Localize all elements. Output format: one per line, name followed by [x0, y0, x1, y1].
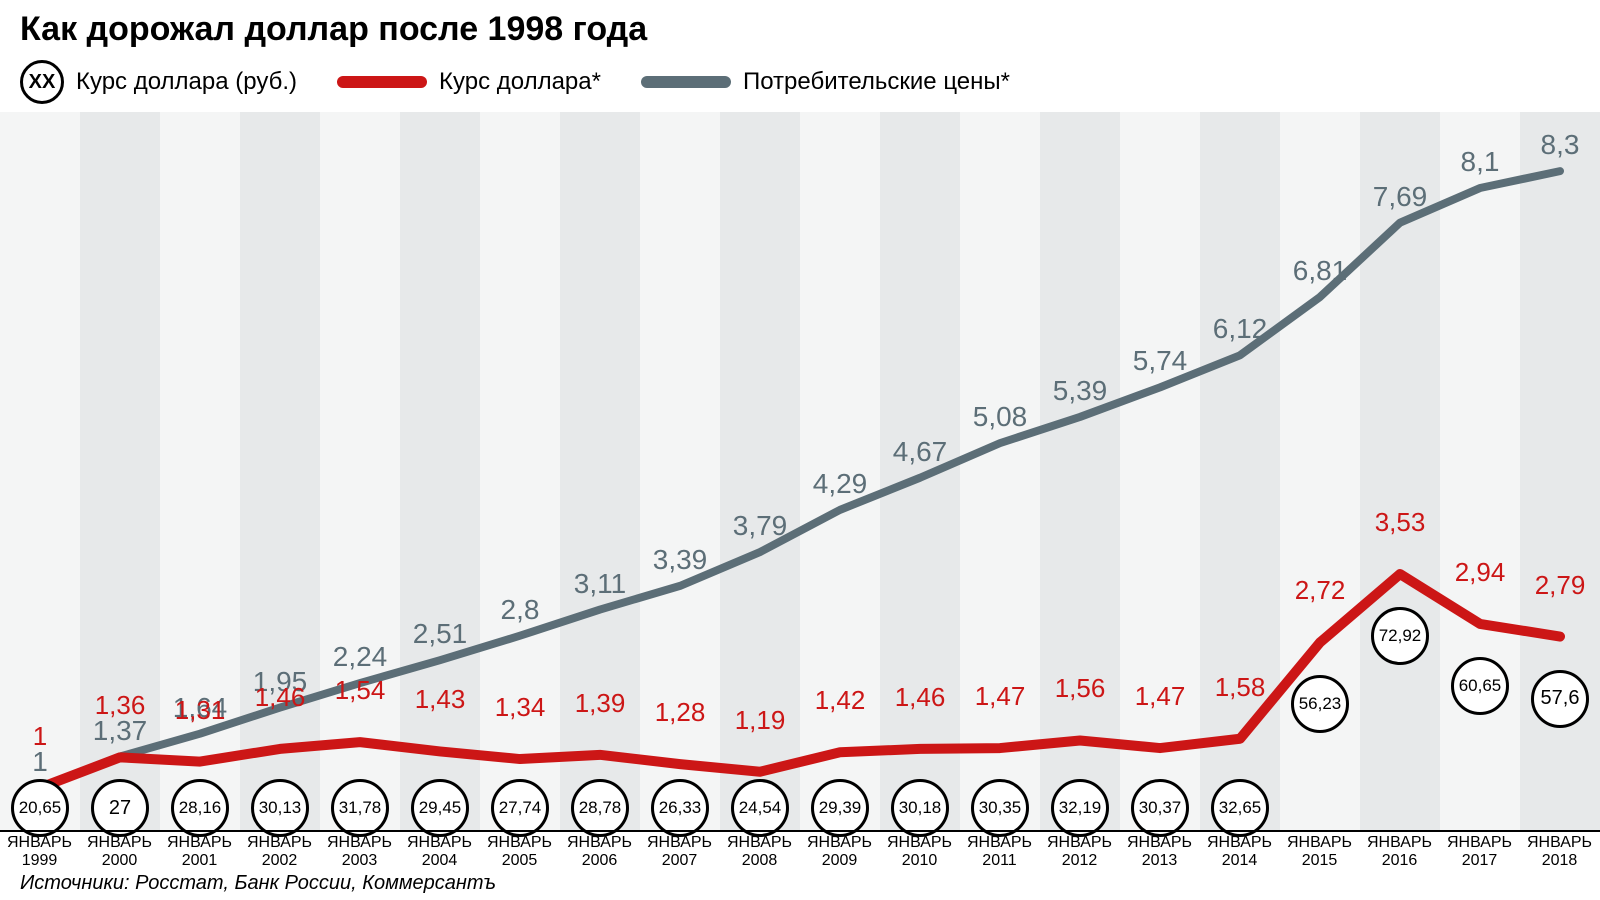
- rate-circle: 20,65: [11, 779, 69, 837]
- cpi-value-label: 3,11: [574, 568, 626, 600]
- x-axis-label: ЯНВАРЬ2004: [400, 832, 480, 872]
- chart-title: Как дорожал доллар после 1998 года: [20, 10, 647, 49]
- rate-circle: 30,13: [251, 779, 309, 837]
- usd-value-label: 1,43: [415, 684, 466, 715]
- cpi-value-label: 7,69: [1373, 181, 1428, 213]
- usd-value-label: 1,47: [1135, 681, 1186, 712]
- rate-circle: 24,54: [731, 779, 789, 837]
- x-axis-label: ЯНВАРЬ2001: [160, 832, 240, 872]
- usd-value-label: 1,46: [895, 682, 946, 713]
- cpi-value-label: 5,08: [973, 401, 1028, 433]
- usd-value-label: 1,31: [175, 695, 226, 726]
- x-axis-label: ЯНВАРЬ2008: [720, 832, 800, 872]
- usd-value-label: 1,47: [975, 681, 1026, 712]
- usd-value-label: 1,56: [1055, 673, 1106, 704]
- rate-circle: 30,37: [1131, 779, 1189, 837]
- cpi-value-label: 6,12: [1213, 313, 1268, 345]
- cpi-value-label: 8,1: [1461, 146, 1500, 178]
- usd-value-label: 1,42: [815, 685, 866, 716]
- cpi-value-label: 5,74: [1133, 345, 1188, 377]
- chart-svg: [0, 112, 1600, 830]
- usd-value-label: 1,34: [495, 692, 546, 723]
- cpi-value-label: 3,39: [653, 544, 708, 576]
- x-axis: ЯНВАРЬ1999ЯНВАРЬ2000ЯНВАРЬ2001ЯНВАРЬ2002…: [0, 830, 1600, 872]
- source-line: Источники: Росстат, Банк России, Коммерс…: [20, 872, 496, 895]
- cpi-value-label: 4,29: [813, 468, 868, 500]
- x-axis-label: ЯНВАРЬ2012: [1040, 832, 1120, 872]
- legend-usd-label: Курс доллара*: [439, 68, 601, 96]
- x-axis-label: ЯНВАРЬ2002: [240, 832, 320, 872]
- usd-value-label: 1,54: [335, 675, 386, 706]
- x-axis-label: ЯНВАРЬ2006: [560, 832, 640, 872]
- x-axis-label: ЯНВАРЬ2014: [1200, 832, 1280, 872]
- rate-circle: 72,92: [1371, 607, 1429, 665]
- cpi-value-label: 2,24: [333, 641, 388, 673]
- cpi-value-label: 6,81: [1293, 255, 1348, 287]
- x-axis-label: ЯНВАРЬ2016: [1360, 832, 1440, 872]
- rate-circle: 28,16: [171, 779, 229, 837]
- rate-circle: 27: [91, 779, 149, 837]
- legend-rate: XX Курс доллара (руб.): [20, 60, 297, 104]
- rate-circle: 56,23: [1291, 675, 1349, 733]
- rate-circle: 27,74: [491, 779, 549, 837]
- usd-value-label: 1,58: [1215, 672, 1266, 703]
- x-axis-label: ЯНВАРЬ2011: [960, 832, 1040, 872]
- x-axis-label: ЯНВАРЬ2017: [1440, 832, 1520, 872]
- rate-circle: 29,39: [811, 779, 869, 837]
- rate-circle: 32,19: [1051, 779, 1109, 837]
- rate-circle: 31,78: [331, 779, 389, 837]
- legend: XX Курс доллара (руб.) Курс доллара* Пот…: [20, 60, 1010, 104]
- cpi-value-label: 5,39: [1053, 375, 1108, 407]
- rate-circle: 30,35: [971, 779, 1029, 837]
- x-axis-label: ЯНВАРЬ2007: [640, 832, 720, 872]
- usd-value-label: 2,72: [1295, 575, 1346, 606]
- rate-circle: 57,6: [1531, 670, 1589, 728]
- cpi-value-label: 3,79: [733, 510, 788, 542]
- usd-value-label: 3,53: [1375, 507, 1426, 538]
- x-axis-label: ЯНВАРЬ2015: [1280, 832, 1360, 872]
- chart-plot-area: 11,371,641,952,242,512,83,113,393,794,29…: [0, 112, 1600, 830]
- x-axis-label: ЯНВАРЬ2018: [1520, 832, 1600, 872]
- usd-value-label: 1,19: [735, 705, 786, 736]
- cpi-value-label: 2,8: [501, 594, 540, 626]
- legend-usd: Курс доллара*: [337, 68, 601, 96]
- x-axis-label: ЯНВАРЬ2013: [1120, 832, 1200, 872]
- legend-cpi-swatch: [641, 76, 731, 88]
- x-axis-label: ЯНВАРЬ2009: [800, 832, 880, 872]
- x-axis-label: ЯНВАРЬ2000: [80, 832, 160, 872]
- usd-value-label: 1,36: [95, 690, 146, 721]
- legend-rate-icon: XX: [20, 60, 64, 104]
- legend-usd-swatch: [337, 76, 427, 88]
- x-axis-label: ЯНВАРЬ2010: [880, 832, 960, 872]
- rate-circle: 26,33: [651, 779, 709, 837]
- chart-container: Как дорожал доллар после 1998 года XX Ку…: [0, 0, 1600, 900]
- usd-value-label: 2,94: [1455, 557, 1506, 588]
- rate-circle: 60,65: [1451, 657, 1509, 715]
- usd-value-label: 2,79: [1535, 570, 1586, 601]
- usd-value-label: 1,39: [575, 688, 626, 719]
- legend-cpi-label: Потребительские цены*: [743, 68, 1010, 96]
- x-axis-label: ЯНВАРЬ1999: [0, 832, 80, 872]
- rate-circle: 30,18: [891, 779, 949, 837]
- legend-rate-label: Курс доллара (руб.): [76, 68, 297, 96]
- cpi-value-label: 4,67: [893, 436, 948, 468]
- rate-circle: 28,78: [571, 779, 629, 837]
- cpi-value-label: 2,51: [413, 618, 468, 650]
- cpi-value-label: 8,3: [1541, 129, 1580, 161]
- usd-value-label: 1,28: [655, 697, 706, 728]
- usd-value-label: 1,46: [255, 682, 306, 713]
- legend-cpi: Потребительские цены*: [641, 68, 1010, 96]
- usd-value-label: 1: [33, 721, 47, 752]
- x-axis-label: ЯНВАРЬ2005: [480, 832, 560, 872]
- rate-circle: 32,65: [1211, 779, 1269, 837]
- rate-circle: 29,45: [411, 779, 469, 837]
- x-axis-label: ЯНВАРЬ2003: [320, 832, 400, 872]
